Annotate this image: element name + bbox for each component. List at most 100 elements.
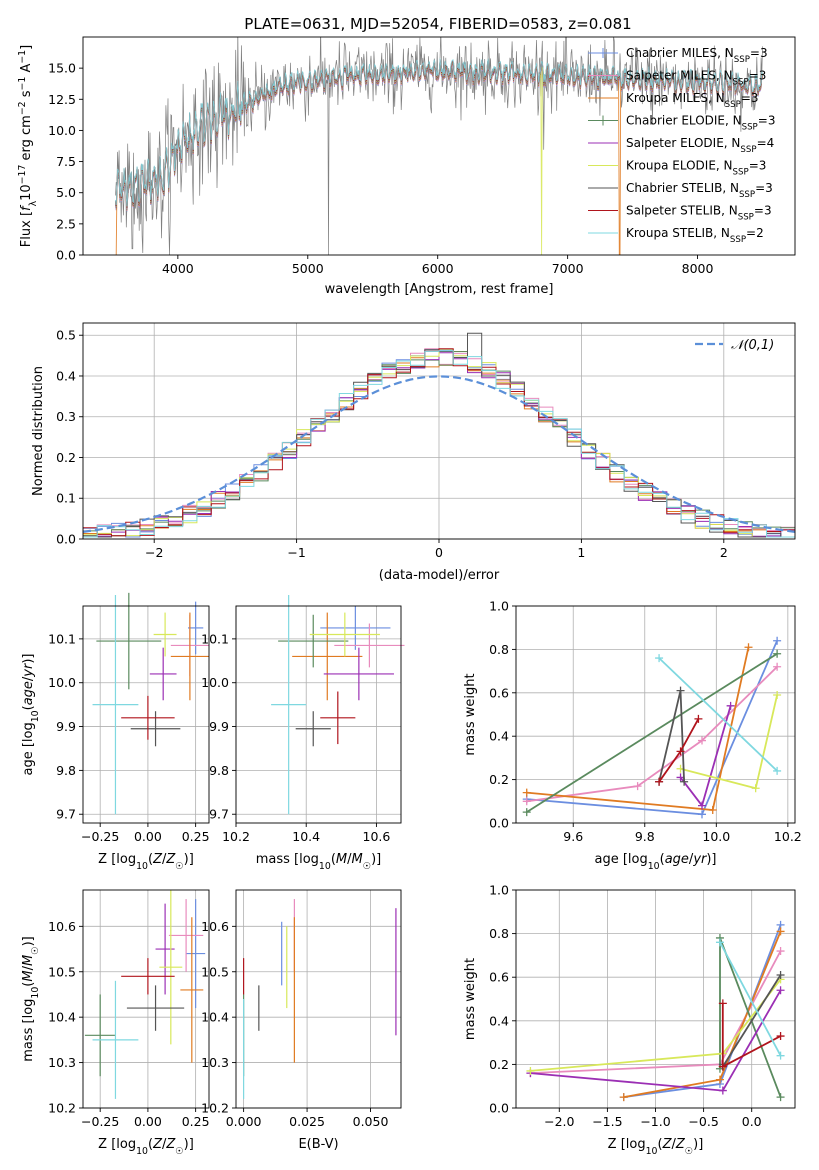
label-part: Z bbox=[152, 852, 163, 867]
label-part: E(B-V) bbox=[298, 1137, 338, 1152]
y-tick-label: 9.9 bbox=[209, 719, 229, 734]
label-part: ( bbox=[658, 1137, 663, 1152]
errorbars-mass_vs_ebv bbox=[243, 899, 397, 1099]
frame-spectrum: 4000 5000 6000 7000 8000 0.0 2.5 5.0 7.5 10.0 12.5… bbox=[48, 36, 796, 276]
axes-mass_vs_ebv bbox=[236, 890, 401, 1109]
label-part: =3 bbox=[755, 181, 773, 195]
x-tick-label: 0.000 bbox=[226, 1114, 262, 1129]
y-tick-label: 10.0 bbox=[48, 675, 76, 690]
figure-title: PLATE=0631, MJD=52054, FIBERID=0583, z=0… bbox=[244, 15, 631, 33]
label-part: ( bbox=[21, 705, 36, 710]
legend-label-c_stelib: Chabrier STELIB, NSSP=3 bbox=[626, 181, 773, 200]
label-part: wavelength [Angstrom, rest frame] bbox=[325, 282, 554, 297]
y-tick-label: 1.0 bbox=[489, 599, 509, 614]
y-tick-label: 5.0 bbox=[56, 185, 76, 200]
marker-k_stelib bbox=[776, 1051, 785, 1060]
y-tick-label: 0.8 bbox=[489, 926, 509, 941]
marker-s_elodie bbox=[726, 701, 735, 710]
y-tick-label: 10.6 bbox=[48, 919, 76, 934]
marker-k_elodie bbox=[751, 784, 760, 793]
marker-k_miles bbox=[776, 927, 785, 936]
y-tick-label: 15.0 bbox=[48, 61, 76, 76]
legend-label-s_elodie: Salpeter ELODIE, NSSP=4 bbox=[626, 136, 774, 155]
x-tick-label: 6000 bbox=[422, 261, 454, 276]
x-tick-label: 10.4 bbox=[292, 829, 320, 844]
axes-weight_vs_Z bbox=[516, 889, 795, 1109]
plot-frame bbox=[82, 889, 210, 1109]
histograms bbox=[83, 332, 795, 539]
y-tick-label: 10.1 bbox=[48, 631, 76, 646]
label-part: age [log bbox=[594, 852, 647, 867]
label-part: / bbox=[689, 852, 694, 867]
label-part: ( bbox=[660, 852, 665, 867]
label-part: / bbox=[162, 1137, 167, 1152]
marker-k_miles bbox=[619, 1093, 628, 1102]
label-part: 10 bbox=[136, 1146, 148, 1157]
x-axis-label: E(B-V) bbox=[298, 1137, 338, 1152]
label-part: λ bbox=[28, 200, 39, 206]
lines-weight_vs_age bbox=[522, 636, 782, 819]
marker-k_elodie bbox=[526, 1066, 535, 1075]
y-tick-label: 0.2 bbox=[489, 1057, 509, 1072]
errorbars-mass_vs_Z bbox=[84, 890, 206, 1099]
label-part: M bbox=[21, 970, 36, 981]
label-part: M bbox=[352, 852, 363, 867]
marker-s_miles bbox=[776, 947, 785, 956]
label-part: SSP bbox=[725, 100, 741, 110]
frame-age_vs_Z: −0.25 0.00 0.25 9.7 9.8 9.9 10.0 10.1 bbox=[48, 605, 210, 844]
x-axis-label: mass [log10(M/M☉)] bbox=[256, 852, 382, 872]
label-part: )] bbox=[184, 852, 194, 867]
lines-weight_vs_Z bbox=[526, 920, 785, 1102]
label-part: 10 bbox=[30, 710, 41, 722]
model-spectrum-k_stelib bbox=[115, 57, 763, 207]
marker-k_miles bbox=[744, 643, 753, 652]
legend-label-normal: 𝒩(0,1) bbox=[731, 338, 774, 353]
label-part: ( bbox=[21, 982, 36, 987]
marker-k_stelib bbox=[715, 938, 724, 947]
frame-residuals: −2 −1 0 1 2 0.0 0.1 0.2 0.3 0.4 0.5 bbox=[56, 322, 796, 560]
label-part: Z [log bbox=[608, 1137, 646, 1152]
y-tick-label: 10.4 bbox=[48, 1010, 76, 1025]
x-tick-label: 0 bbox=[435, 545, 443, 560]
label-part: mass [log bbox=[21, 999, 36, 1062]
marker-s_elodie bbox=[718, 1086, 727, 1095]
label-part: age bbox=[21, 681, 36, 705]
x-axis-label: Z [log10(Z/Z☉)] bbox=[98, 852, 194, 872]
marker-c_stelib bbox=[680, 777, 689, 786]
y-tick-label: 0.2 bbox=[56, 450, 76, 465]
x-tick-label: 0.00 bbox=[134, 829, 162, 844]
label-part: =2 bbox=[746, 226, 764, 240]
label-part: ☉ bbox=[175, 861, 183, 872]
axes-mass_vs_Z bbox=[83, 890, 209, 1109]
x-tick-label: 0.00 bbox=[134, 1114, 162, 1129]
x-tick-label: 4000 bbox=[162, 261, 194, 276]
label-part: )] bbox=[693, 1137, 703, 1152]
label-part: 10 bbox=[648, 861, 660, 872]
label-part: s bbox=[19, 90, 34, 101]
x-axis-label: Z [log10(Z/Z☉)] bbox=[98, 1137, 194, 1157]
series-c_elodie bbox=[526, 652, 778, 813]
marker-s_miles bbox=[633, 782, 642, 791]
label-part: SSP bbox=[738, 213, 754, 223]
y-axis-label: Flux [fλ10−17 erg cm−2 s−1 A−1] bbox=[17, 45, 39, 247]
label-part: Z [log bbox=[98, 1137, 136, 1152]
label-part: M bbox=[336, 852, 347, 867]
marker-s_stelib bbox=[694, 714, 703, 723]
plot-frame bbox=[82, 605, 210, 824]
x-tick-label: −2 bbox=[145, 545, 163, 560]
y-tick-label: 0.5 bbox=[56, 328, 76, 343]
legend-marker bbox=[598, 115, 608, 126]
legend-label-k_elodie: Kroupa ELODIE, NSSP=3 bbox=[626, 159, 766, 178]
marker-k_elodie bbox=[773, 690, 782, 699]
x-tick-label: 10.0 bbox=[702, 829, 730, 844]
y-tick-label: 0.6 bbox=[489, 970, 509, 985]
label-part: M bbox=[21, 955, 36, 966]
y-tick-label: 0.4 bbox=[489, 729, 509, 744]
label-part: / bbox=[21, 965, 36, 970]
marker-s_elodie bbox=[776, 986, 785, 995]
marker-s_stelib bbox=[655, 777, 664, 786]
label-part: ( bbox=[331, 852, 336, 867]
marker-k_miles bbox=[522, 788, 531, 797]
y-tick-label: 9.7 bbox=[209, 807, 229, 822]
